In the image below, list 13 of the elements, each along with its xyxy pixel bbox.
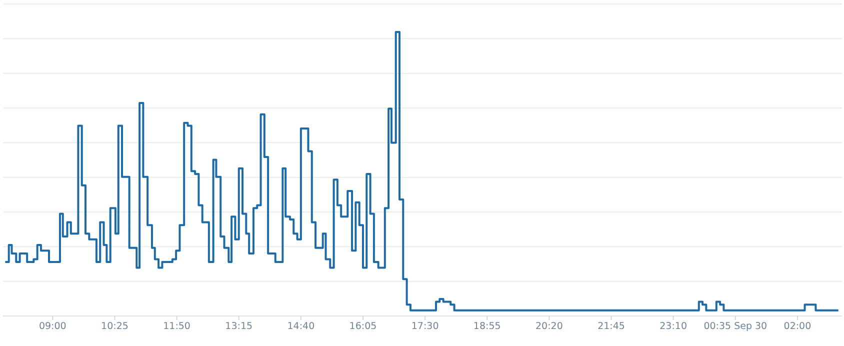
x-tick-label: 02:00 [784,321,812,332]
x-tick-label: 18:55 [473,321,501,332]
x-tick-label: 13:15 [225,321,253,332]
x-tick-label: 21:45 [598,321,625,332]
x-tick-label: 09:00 [38,321,66,332]
x-tick-label: 23:10 [660,321,688,332]
x-tick-label: 00:35 Sep 30 [704,321,768,332]
x-tick-label: 11:50 [163,321,190,332]
x-tick-label: 20:20 [535,321,563,332]
x-tick-label: 14:40 [287,321,315,332]
x-tick-label: 16:05 [349,321,377,332]
x-tick-label: 10:25 [101,321,128,332]
x-tick-label: 17:30 [411,321,439,332]
